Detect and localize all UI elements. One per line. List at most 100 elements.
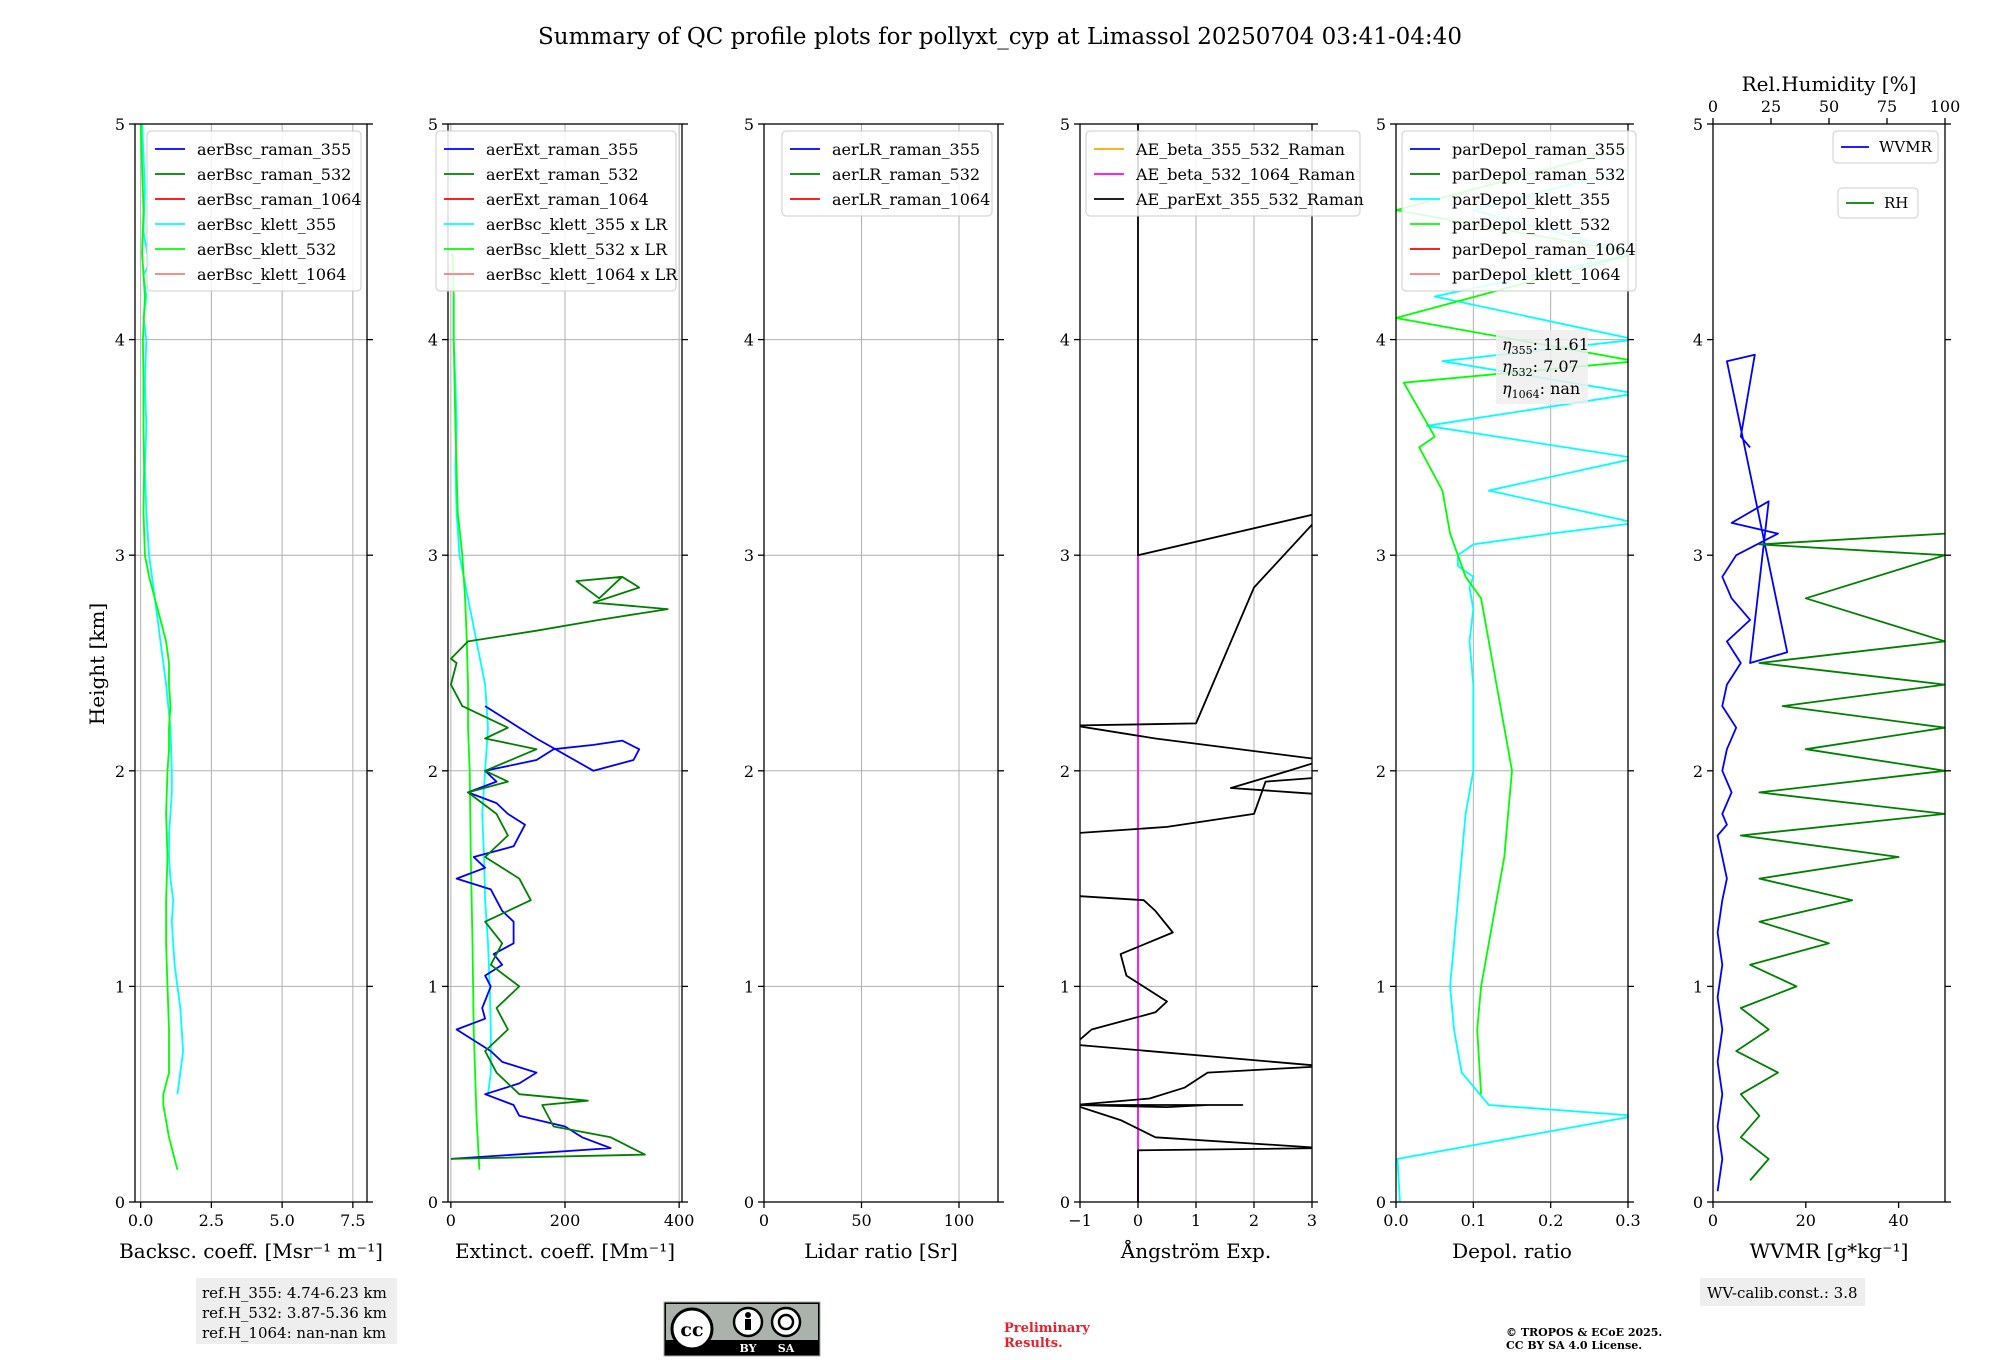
y-tick-label: 3: [1376, 546, 1386, 565]
x-tick-label: 0.0: [1383, 1211, 1408, 1230]
x-tick-label: 0.0: [128, 1211, 153, 1230]
legend: parDepol_raman_355 parDepol_raman_532 parD…: [1401, 130, 1637, 292]
y-tick-label: 0: [744, 1193, 754, 1212]
x-tick-label: 0: [759, 1211, 769, 1230]
legend-box: [1085, 130, 1361, 217]
figure-title: Summary of QC profile plots for pollyxt_…: [538, 24, 1462, 50]
legend-label: aerBsc_raman_1064: [197, 190, 362, 209]
legend-label: aerExt_raman_1064: [486, 190, 649, 209]
y-tick-label: 2: [1376, 762, 1386, 781]
y-tick-label: 5: [428, 115, 438, 134]
series-line-parDepol_klett_532: [1396, 146, 1628, 1095]
y-tick-label: 0: [1060, 1193, 1070, 1212]
x-tick-label: 2.5: [199, 1211, 224, 1230]
series-group: [1396, 146, 1628, 1202]
x-tick-label: 0.1: [1461, 1211, 1486, 1230]
y-tick-label: 4: [1376, 331, 1386, 350]
eta-355: η355: 11.61: [1502, 335, 1589, 357]
legend-label: aerExt_raman_532: [486, 165, 639, 184]
y-tick-label: 1: [1693, 977, 1703, 996]
legend-label: RH: [1884, 194, 1908, 212]
y-tick-label: 5: [1060, 115, 1070, 134]
legend-label: parDepol_raman_1064: [1452, 240, 1636, 259]
legend-label: aerLR_raman_532: [832, 165, 980, 184]
axes-frame: [763, 123, 999, 1203]
legend-label: WVMR: [1879, 138, 1933, 156]
legend: aerBsc_raman_355 aerBsc_raman_532 aerBsc_r…: [146, 130, 362, 292]
x-tick-label: −1: [1068, 1211, 1092, 1230]
x-tick-label: 5.0: [269, 1211, 294, 1230]
eta-box-bg: [1496, 330, 1588, 404]
y-tick-label: 4: [115, 331, 125, 350]
series-line-aerExt_raman_532: [449, 575, 669, 1160]
y-tick-label: 5: [744, 115, 754, 134]
y-tick-label: 1: [744, 977, 754, 996]
eta-532: η532: 7.07: [1502, 357, 1579, 379]
y-axis-label: Height [km]: [85, 603, 109, 725]
y-tick-label: 2: [744, 762, 754, 781]
panel-bsc: 0 1 2 3 4 5 0.0 2.5 5.0 7.5 Backsc. coeff. [Msr⁻¹ …: [115, 115, 383, 1263]
x-tick-label: 0.3: [1615, 1211, 1640, 1230]
x-tick-label: 2: [1249, 1211, 1259, 1230]
y-tick-label: 4: [428, 331, 438, 350]
top-x-tick-label: 100: [1930, 97, 1961, 116]
legend-label: parDepol_klett_532: [1452, 215, 1610, 234]
copyright-line2: CC BY SA 4.0 License.: [1506, 1339, 1642, 1352]
y-tick-label: 2: [428, 762, 438, 781]
legend-box: [1837, 187, 1919, 219]
x-tick-label: 400: [664, 1211, 695, 1230]
legend-label: aerBsc_klett_532: [197, 240, 336, 259]
top-x-tick-label: 75: [1877, 97, 1897, 116]
legend-WVMR: WVMR: [1832, 130, 1939, 164]
ref-height-532: ref.H_532: 3.87-5.36 km: [202, 1304, 387, 1322]
top-x-tick-label: 50: [1819, 97, 1839, 116]
axes-frame: [1712, 123, 1946, 1203]
series-group: [1716, 353, 1945, 1192]
y-tick-label: 3: [1060, 546, 1070, 565]
x-axis-label: Extinct. coeff. [Mm⁻¹]: [455, 1239, 675, 1263]
preliminary-label-line1: Preliminary: [1004, 1321, 1090, 1336]
y-tick-label: 0: [428, 1193, 438, 1212]
y-tick-label: 2: [1693, 762, 1703, 781]
x-axis-label: Backsc. coeff. [Msr⁻¹ m⁻¹]: [119, 1239, 383, 1263]
x-tick-label: 0: [1133, 1211, 1143, 1230]
copyright-line1: © TROPOS & ECoE 2025.: [1506, 1326, 1662, 1339]
x-tick-label: 1: [1191, 1211, 1201, 1230]
legend: aerLR_raman_355 aerLR_raman_532 aerLR_rama…: [781, 130, 993, 217]
series-line-parDepol_klett_355: [1396, 168, 1628, 1202]
legend-label: AE_beta_355_532_Raman: [1135, 140, 1345, 159]
axes-frame: [134, 123, 368, 1203]
legend-label: parDepol_raman_355: [1452, 140, 1625, 159]
series-group: [1080, 124, 1312, 1202]
legend-label: aerBsc_raman_532: [197, 165, 351, 184]
legend-label: aerLR_raman_1064: [832, 190, 990, 209]
ref-height-355: ref.H_355: 4.74-6.23 km: [202, 1284, 387, 1302]
legend-label: aerBsc_klett_1064: [197, 265, 346, 284]
y-tick-label: 3: [428, 546, 438, 565]
ref-height-1064: ref.H_1064: nan-nan km: [202, 1324, 386, 1342]
y-tick-label: 0: [1693, 1193, 1703, 1212]
series-line-aerBsc_klett_532: [139, 124, 179, 1170]
x-tick-label: 200: [550, 1211, 581, 1230]
y-tick-label: 0: [115, 1193, 125, 1212]
legend-label: AE_parExt_355_532_Raman: [1135, 190, 1364, 209]
eta-1064: η1064: nan: [1502, 379, 1580, 401]
top-x-tick-label: 25: [1761, 97, 1781, 116]
y-tick-label: 3: [1693, 546, 1703, 565]
y-tick-label: 1: [428, 977, 438, 996]
legend-RH: RH: [1837, 187, 1919, 219]
wv-calib-box: WV-calib.const.: 3.8: [1700, 1278, 1865, 1306]
x-tick-label: 100: [944, 1211, 975, 1230]
legend-label: AE_beta_532_1064_Raman: [1135, 165, 1355, 184]
legend-box: [435, 130, 677, 292]
series-line-aerExt_raman_355: [450, 705, 641, 1160]
x-tick-label: 0: [446, 1211, 456, 1230]
x-axis-label: Lidar ratio [Sr]: [804, 1239, 958, 1263]
x-axis-label: WVMR [g*kg⁻¹]: [1750, 1239, 1909, 1263]
preliminary-label-line2: Results.: [1004, 1336, 1063, 1351]
legend-box: [146, 130, 362, 292]
y-tick-label: 1: [1376, 977, 1386, 996]
x-tick-label: 3: [1307, 1211, 1317, 1230]
